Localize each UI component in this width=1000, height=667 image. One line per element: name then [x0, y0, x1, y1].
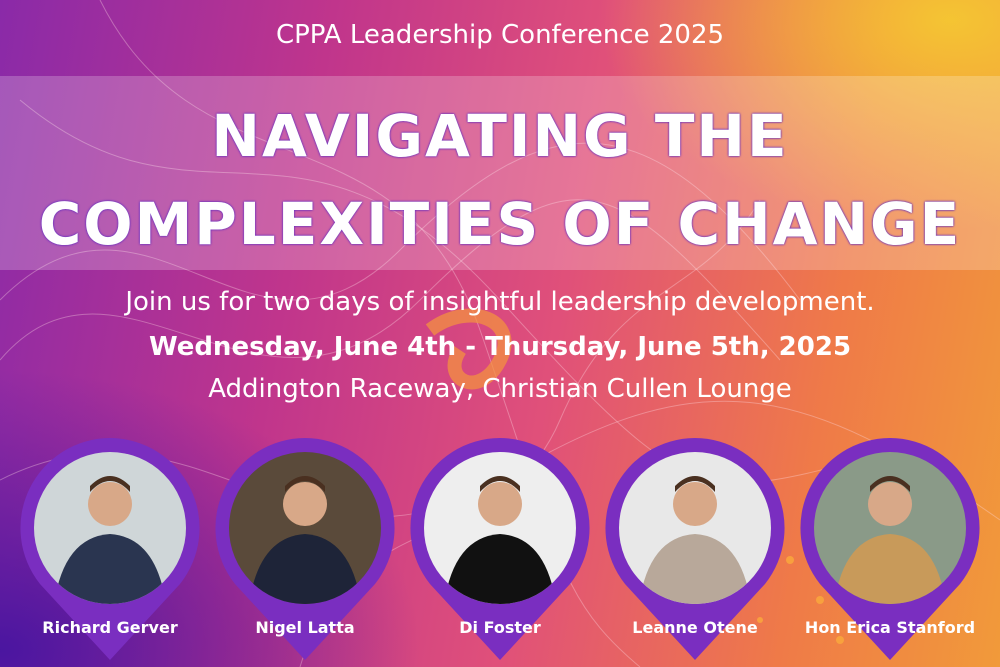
speaker-photo — [34, 452, 186, 604]
speaker-name: Hon Erica Stanford — [804, 618, 976, 637]
event-venue: Addington Raceway, Christian Cullen Loun… — [208, 374, 792, 404]
speaker-photo — [619, 452, 771, 604]
headline: NAVIGATING THE COMPLEXITIES OF CHANGE — [0, 92, 1000, 268]
conference-series-title: CPPA Leadership Conference 2025 — [275, 20, 725, 50]
speaker-card: Nigel Latta — [215, 438, 395, 666]
speaker-name: Di Foster — [459, 618, 541, 637]
speaker-name: Nigel Latta — [255, 618, 355, 637]
speaker-card: Hon Erica Stanford — [800, 438, 980, 666]
speaker-name: Richard Gerver — [42, 618, 178, 637]
headline-band — [0, 76, 1000, 270]
speaker-photo — [424, 452, 576, 604]
event-dates: Wednesday, June 4th - Thursday, June 5th… — [148, 332, 852, 362]
headline-line-1: NAVIGATING THE — [211, 102, 789, 170]
speaker-photo — [814, 452, 966, 604]
speaker-card: Richard Gerver — [20, 438, 200, 666]
speaker-name: Leanne Otene — [632, 618, 758, 637]
speaker-card: Leanne Otene — [605, 438, 785, 666]
headline-line-2: COMPLEXITIES OF CHANGE — [38, 190, 962, 258]
speaker-card: Di Foster — [410, 438, 590, 666]
tagline: Join us for two days of insightful leade… — [125, 287, 875, 317]
speaker-photo — [229, 452, 381, 604]
